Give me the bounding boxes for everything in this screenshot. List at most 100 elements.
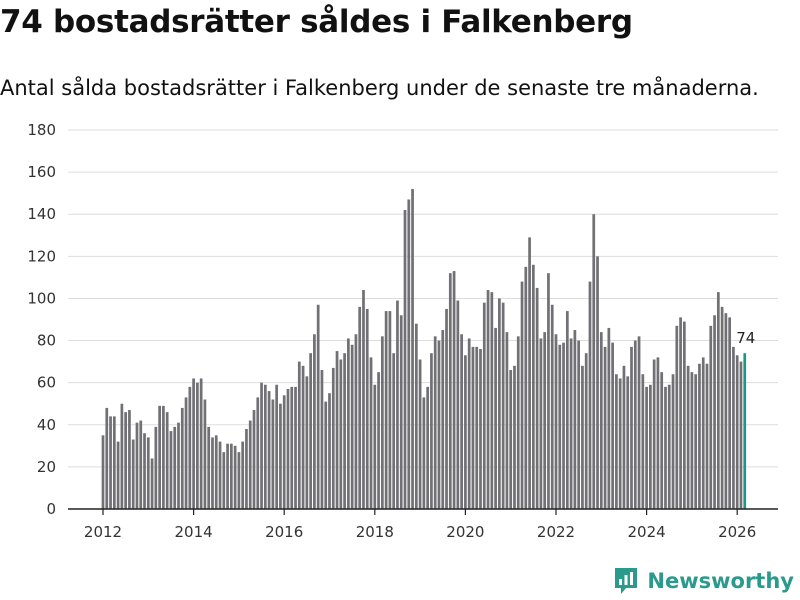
bar bbox=[637, 336, 641, 509]
bar bbox=[675, 325, 679, 509]
y-tick-label-60: 60 bbox=[37, 374, 56, 392]
bar bbox=[229, 443, 233, 509]
bar bbox=[686, 365, 690, 509]
bar bbox=[667, 384, 671, 509]
x-tick-label-2018: 2018 bbox=[356, 523, 394, 541]
bar bbox=[584, 353, 588, 509]
bar bbox=[426, 386, 430, 509]
bar bbox=[494, 327, 497, 509]
data-label-last: 74 bbox=[736, 329, 755, 347]
bar bbox=[192, 378, 195, 509]
bar bbox=[207, 426, 211, 509]
bar bbox=[516, 336, 520, 509]
y-tick-label-0: 0 bbox=[46, 500, 56, 518]
bar bbox=[203, 399, 207, 509]
bar bbox=[301, 365, 305, 509]
bar bbox=[339, 359, 343, 509]
bar bbox=[433, 336, 437, 509]
bar bbox=[709, 325, 713, 509]
x-tick-label-2016: 2016 bbox=[265, 523, 303, 541]
bar bbox=[611, 342, 614, 509]
bar bbox=[184, 397, 188, 509]
bar bbox=[445, 308, 448, 509]
bar bbox=[479, 348, 482, 509]
bar bbox=[694, 374, 698, 509]
bar bbox=[633, 340, 637, 509]
bar bbox=[622, 365, 626, 509]
bar bbox=[241, 441, 245, 509]
bar bbox=[358, 306, 362, 509]
bar bbox=[135, 422, 139, 509]
bar bbox=[275, 384, 279, 509]
bar bbox=[188, 386, 192, 509]
bar bbox=[656, 357, 660, 509]
bar bbox=[392, 353, 396, 509]
bar bbox=[547, 273, 550, 509]
bar bbox=[456, 300, 460, 509]
bar bbox=[267, 391, 271, 509]
bar bbox=[252, 410, 256, 509]
bar bbox=[347, 338, 350, 509]
bar bbox=[105, 407, 109, 509]
bar bbox=[101, 435, 105, 509]
bar bbox=[226, 443, 229, 509]
bar bbox=[520, 281, 524, 509]
bar bbox=[558, 344, 562, 509]
bar bbox=[739, 361, 743, 509]
bar bbox=[286, 388, 290, 509]
bar bbox=[158, 405, 161, 509]
bar bbox=[535, 287, 539, 509]
bar bbox=[430, 353, 433, 509]
newsworthy-icon bbox=[615, 568, 638, 594]
bar bbox=[701, 357, 705, 509]
bar bbox=[263, 384, 267, 509]
bar bbox=[116, 441, 120, 509]
bar bbox=[498, 298, 501, 509]
bar bbox=[690, 372, 694, 509]
bar bbox=[396, 300, 399, 509]
bar bbox=[162, 405, 165, 509]
y-axis-ticks: 0 20 40 60 80 100 120 140 160 180 bbox=[27, 121, 56, 518]
bar bbox=[331, 367, 335, 509]
bar bbox=[599, 332, 603, 509]
bar bbox=[411, 188, 414, 509]
bar bbox=[422, 397, 426, 509]
bar bbox=[539, 338, 543, 509]
x-axis-ticks: 2012 2014 2016 2018 2020 2022 2024 2026 bbox=[84, 509, 756, 541]
x-tick-label-2020: 2020 bbox=[446, 523, 484, 541]
bar bbox=[581, 365, 584, 509]
bar bbox=[388, 311, 392, 509]
bar bbox=[403, 210, 407, 509]
bar-series bbox=[101, 188, 747, 510]
bar bbox=[414, 323, 418, 509]
bar bbox=[109, 416, 112, 509]
bar bbox=[698, 363, 701, 509]
bar bbox=[441, 330, 445, 509]
bar bbox=[384, 311, 388, 509]
bar bbox=[448, 273, 452, 509]
bar bbox=[452, 271, 456, 509]
bar bbox=[180, 407, 184, 509]
bar bbox=[365, 308, 369, 509]
bar bbox=[664, 386, 667, 509]
bar bbox=[399, 315, 403, 509]
bar bbox=[143, 433, 146, 509]
bar bbox=[120, 403, 124, 509]
bar bbox=[505, 332, 509, 509]
y-tick-label-160: 160 bbox=[27, 163, 56, 181]
y-tick-label-80: 80 bbox=[37, 332, 56, 350]
bar bbox=[528, 237, 531, 509]
bar bbox=[154, 426, 158, 509]
bar bbox=[294, 386, 297, 509]
bar bbox=[128, 410, 131, 509]
y-tick-label-20: 20 bbox=[37, 458, 56, 476]
bar bbox=[543, 332, 547, 509]
bar bbox=[313, 334, 316, 509]
bar bbox=[652, 359, 656, 509]
bar bbox=[732, 346, 735, 509]
bar bbox=[150, 458, 154, 509]
bar bbox=[592, 214, 596, 509]
bar bbox=[124, 412, 128, 509]
bar bbox=[735, 355, 739, 509]
